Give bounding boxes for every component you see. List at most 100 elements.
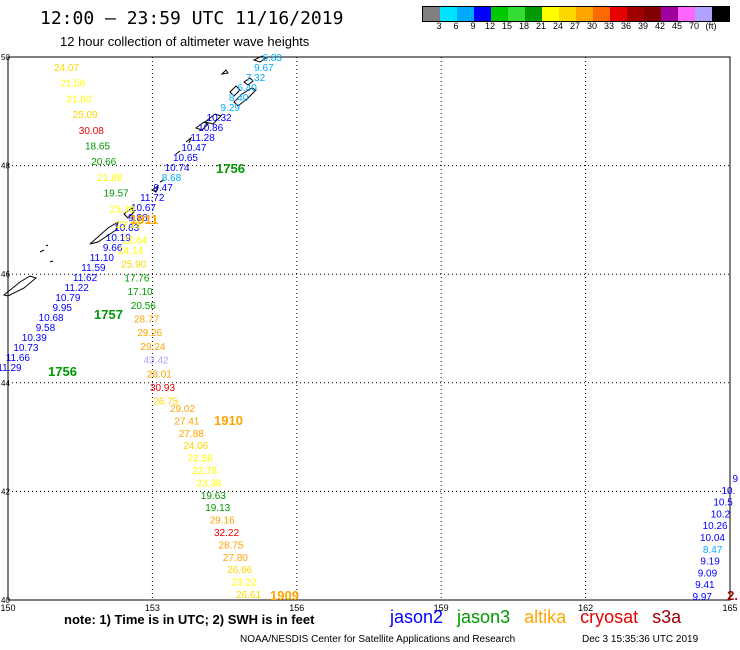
legend-swatch <box>644 7 661 21</box>
legend-label: 42 <box>654 21 666 31</box>
wave-height-label: 9.47 <box>153 183 173 194</box>
legend-swatch <box>559 7 576 21</box>
legend-swatch <box>593 7 610 21</box>
wave-height-label: 23.38 <box>196 478 221 489</box>
wave-height-label: 23.18 <box>116 220 141 231</box>
wave-height-label: 9.19 <box>700 557 720 568</box>
legend-swatch <box>440 7 457 21</box>
wave-height-label: 32.22 <box>214 528 239 539</box>
wave-height-label: 30.08 <box>79 126 104 137</box>
pass-time-label: 1910 <box>214 413 243 428</box>
wave-height-label: 10.32 <box>207 113 232 124</box>
wave-height-label: 17.76 <box>124 273 149 284</box>
satellite-name-cryosat: cryosat <box>580 607 639 627</box>
legend-label: 30 <box>586 21 598 31</box>
legend-label: 27 <box>569 21 581 31</box>
wave-height-label: 23.22 <box>232 578 257 589</box>
wave-height-label: 11.66 <box>6 353 31 364</box>
wave-height-label: 28.77 <box>134 315 159 326</box>
legend-label: 36 <box>620 21 632 31</box>
wave-height-label: 10.39 <box>22 333 47 344</box>
legend-swatch <box>525 7 542 21</box>
lat-tick-label: 50 <box>1 53 10 62</box>
lat-tick-label: 44 <box>1 379 10 388</box>
lat-tick-label: 42 <box>1 487 10 496</box>
wave-height-label: 27.41 <box>174 416 199 427</box>
wave-height-label: 9.29 <box>221 103 241 114</box>
wave-height-label: 28.01 <box>147 369 172 380</box>
legend-swatch <box>678 7 695 21</box>
wave-height-label: 8.68 <box>162 173 182 184</box>
wave-height-label: 10.2 <box>711 509 731 520</box>
wave-height-label: 21.60 <box>66 94 91 105</box>
wave-height-label: 6.40 <box>237 83 257 94</box>
map-frame <box>7 56 731 601</box>
satellite-legend: jason2 jason3 altika cryosat s3a <box>390 607 695 628</box>
wave-height-label: 9.86 <box>128 213 148 224</box>
track-1756: 6.839.677.326.408.409.2910.3210.8611.281… <box>0 53 282 374</box>
track-1909: 1909 <box>270 588 299 603</box>
wave-height-label: 19.63 <box>201 491 226 502</box>
legend-swatch <box>610 7 627 21</box>
track-5: 910.10.510.210.2610.048.479.199.099.419.… <box>693 474 739 603</box>
wave-height-label: 10.63 <box>114 223 139 234</box>
lat-tick-label: 48 <box>1 162 10 171</box>
wave-height-label: 21.56 <box>60 79 85 90</box>
wave-height-label: 10. <box>721 486 735 497</box>
wave-height-label: 11.28 <box>191 133 216 144</box>
wave-height-label: 11.10 <box>90 253 115 264</box>
wave-height-label: 10.65 <box>173 153 198 164</box>
legend-swatch <box>712 7 729 21</box>
footer-timestamp: Dec 3 15:35:36 UTC 2019 <box>582 634 699 645</box>
legend-label: 24 <box>552 21 564 31</box>
wave-height-label: 24.07 <box>54 63 79 74</box>
wave-height-label: 10.68 <box>39 313 64 324</box>
legend-swatch <box>491 7 508 21</box>
wave-height-label: 11.29 <box>0 363 22 374</box>
color-legend <box>422 6 730 22</box>
pass-time-label: 1911 <box>130 212 158 227</box>
wave-height-label: 10.5 <box>713 498 733 509</box>
wave-height-label: 9.97 <box>693 592 713 603</box>
wave-height-label: 11.72 <box>140 193 165 204</box>
wave-height-label: 29.02 <box>170 404 195 415</box>
wave-height-label: 24.06 <box>183 441 208 452</box>
pass-time-label: 1757 <box>94 307 123 322</box>
legend-swatch <box>423 7 440 21</box>
wave-height-label: 18.65 <box>85 142 110 153</box>
wave-height-label: 7.32 <box>246 73 266 84</box>
wave-height-label: 29.26 <box>137 328 162 339</box>
pass-time-label: 1909 <box>270 588 299 603</box>
wave-height-label: 22.64 <box>122 236 147 247</box>
wave-height-label: 10.86 <box>198 123 223 134</box>
wave-height-label: 25.90 <box>121 260 146 271</box>
legend-swatch <box>508 7 525 21</box>
legend-swatch <box>457 7 474 21</box>
wave-height-label: 10.79 <box>55 293 80 304</box>
wave-height-label: 10.26 <box>703 521 728 532</box>
legend-label: (ft) <box>705 21 717 31</box>
wave-height-label: 26.66 <box>227 565 252 576</box>
legend-label: 12 <box>484 21 496 31</box>
altimeter-tracks: 6.839.677.326.408.409.2910.3210.8611.281… <box>0 53 738 603</box>
legend-swatch <box>661 7 678 21</box>
satellite-name-altika: altika <box>524 607 567 627</box>
wave-height-label: 9.66 <box>103 243 123 254</box>
units-note: note: 1) Time is in UTC; 2) SWH is in fe… <box>64 612 315 627</box>
wave-height-label: 17.10 <box>128 287 153 298</box>
wave-height-label: 8.40 <box>229 93 249 104</box>
legend-label: 6 <box>453 21 459 31</box>
wave-height-label: 25.09 <box>73 110 98 121</box>
legend-label: 18 <box>518 21 530 31</box>
wave-height-label: 10.74 <box>165 163 190 174</box>
wave-height-label: 9.95 <box>53 303 73 314</box>
wave-height-label: 20.66 <box>91 157 116 168</box>
wave-height-label: 9.09 <box>698 568 718 579</box>
wave-height-label: 10.04 <box>700 533 725 544</box>
wave-height-label: 43.42 <box>144 356 169 367</box>
wave-height-label: 21.88 <box>97 173 122 184</box>
lon-tick-label: 165 <box>722 603 737 613</box>
satellite-name-jason2: jason2 <box>390 607 444 627</box>
